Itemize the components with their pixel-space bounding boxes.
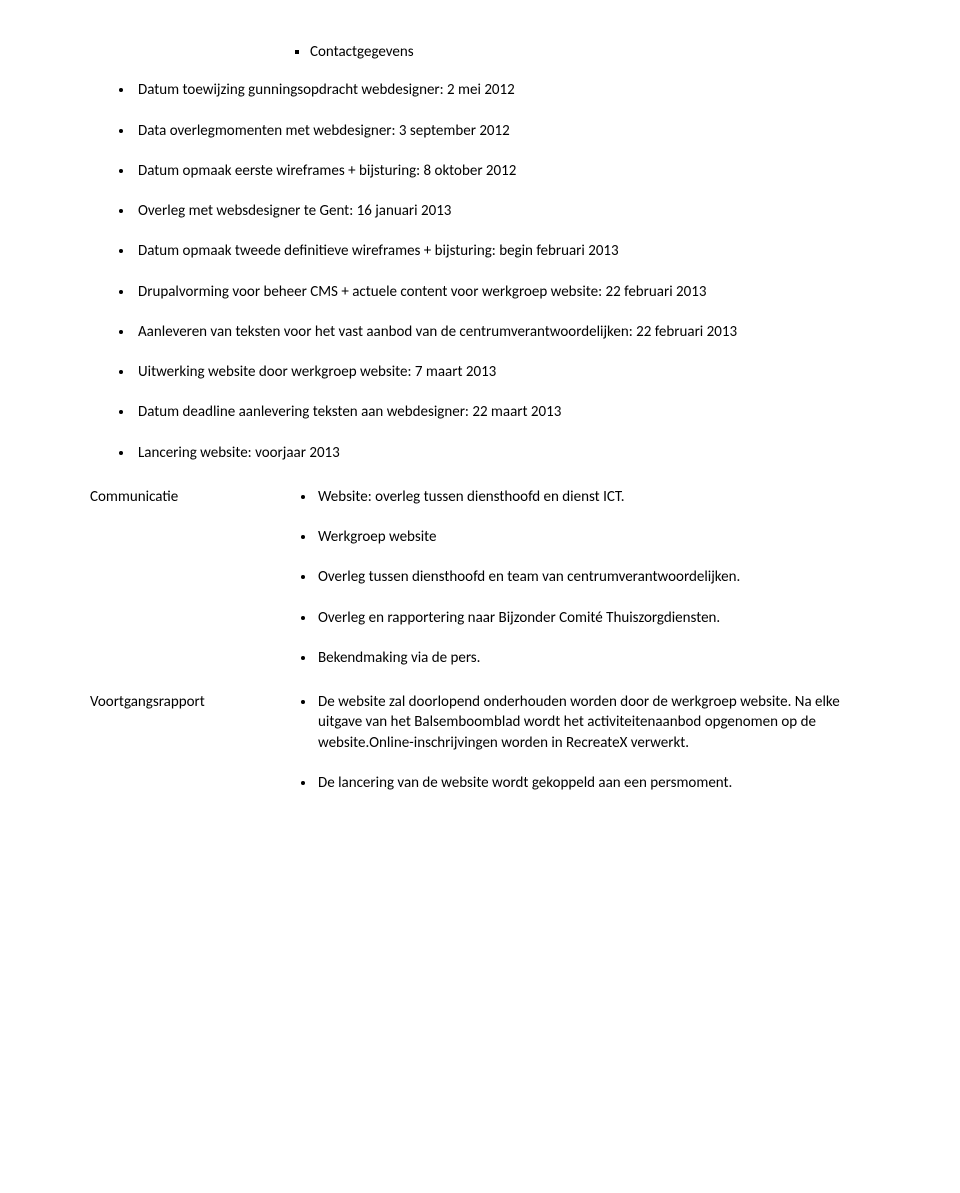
timeline-list: Datum toewijzing gunningsopdracht webdes… [90,80,870,463]
document-page: Contactgegevens Datum toewijzing gunning… [0,0,960,1193]
list-item: Bekendmaking via de pers. [316,648,870,668]
sublist-item: Contactgegevens [310,42,870,62]
list-item: Werkgroep website [316,527,870,547]
table-row-communicatie: Communicatie Website: overleg tussen die… [90,483,870,688]
timeline-item: Overleg met websdesigner te Gent: 16 jan… [134,201,870,221]
table-row-voortgangsrapport: Voortgangsrapport De website zal doorlop… [90,688,870,813]
timeline-item: Aanleveren van teksten voor het vast aan… [134,322,870,342]
list-item: De website zal doorlopend onderhouden wo… [316,692,870,753]
timeline-item: Lancering website: voorjaar 2013 [134,443,870,463]
communicatie-list: Website: overleg tussen diensthoofd en d… [270,487,870,668]
info-table: Communicatie Website: overleg tussen die… [90,483,870,813]
row-label: Voortgangsrapport [90,688,270,813]
timeline-item: Datum opmaak eerste wireframes + bijstur… [134,161,870,181]
timeline-item: Drupalvorming voor beheer CMS + actuele … [134,282,870,302]
list-item: Website: overleg tussen diensthoofd en d… [316,487,870,507]
row-label: Communicatie [90,483,270,688]
timeline-item: Datum deadline aanlevering teksten aan w… [134,402,870,422]
list-item: Overleg tussen diensthoofd en team van c… [316,567,870,587]
row-content: Website: overleg tussen diensthoofd en d… [270,483,870,688]
timeline-item: Datum opmaak tweede definitieve wirefram… [134,241,870,261]
timeline-item: Data overlegmomenten met webdesigner: 3 … [134,121,870,141]
contact-sublist: Contactgegevens [90,42,870,62]
row-content: De website zal doorlopend onderhouden wo… [270,688,870,813]
timeline-item: Uitwerking website door werkgroep websit… [134,362,870,382]
timeline-item: Datum toewijzing gunningsopdracht webdes… [134,80,870,100]
voortgangsrapport-list: De website zal doorlopend onderhouden wo… [270,692,870,793]
list-item: Overleg en rapportering naar Bijzonder C… [316,608,870,628]
list-item: De lancering van de website wordt gekopp… [316,773,870,793]
